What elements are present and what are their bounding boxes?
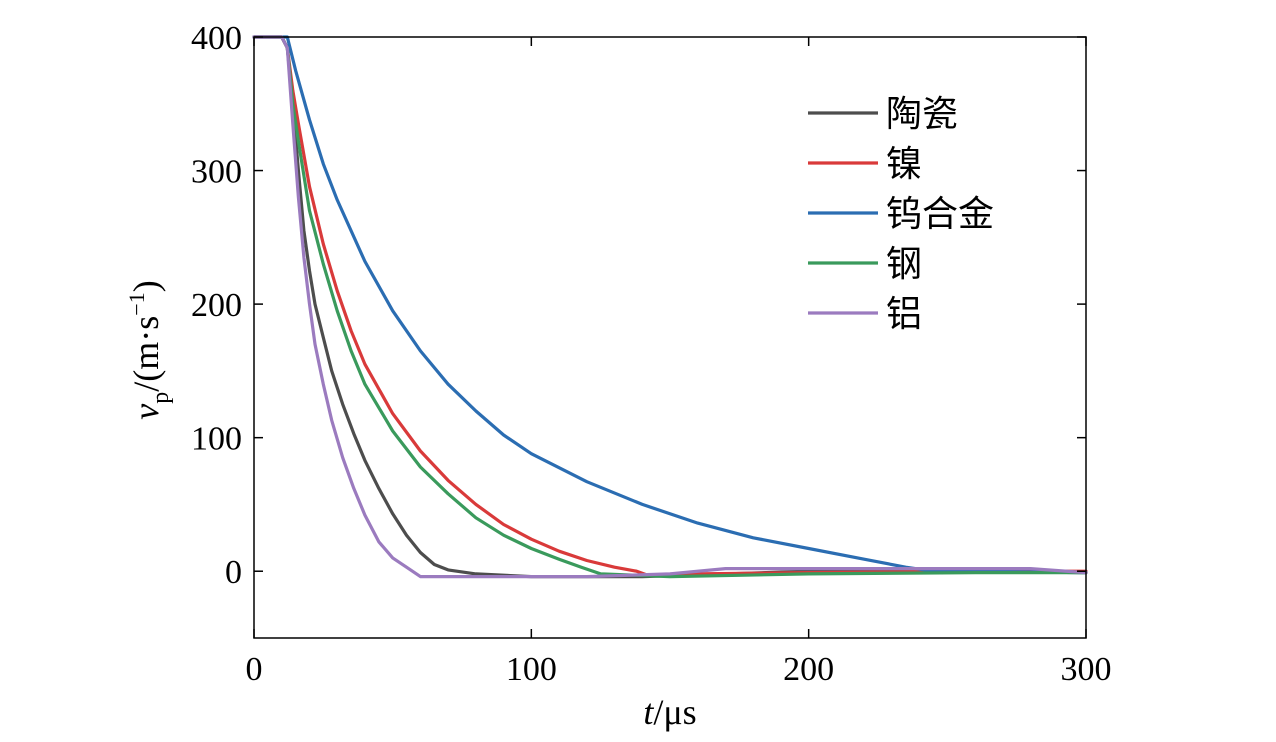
x-axis-label: t/μs [643, 692, 696, 732]
ticks-layer: 0 100 200 300 400 300 200 100 0 [191, 20, 1112, 688]
y-tick-label-2: 200 [191, 287, 242, 324]
series-line-2 [252, 35, 1088, 575]
y-tick-label-3: 100 [191, 421, 242, 458]
series-layer [252, 35, 1088, 579]
x-tick-label-1: 100 [506, 651, 557, 688]
y-axis-label-var: v [126, 404, 166, 420]
x-tick-label-3: 300 [1061, 651, 1112, 688]
legend-label-0: 陶瓷 [886, 94, 958, 134]
y-tick-label-0: 400 [191, 20, 242, 57]
legend-label-4: 铝 [886, 294, 922, 334]
legend-label-3: 钢 [886, 244, 922, 284]
y-tick-label-1: 300 [191, 154, 242, 191]
x-tick-label-0: 0 [246, 651, 263, 688]
legend-label-2: 钨合金 [886, 194, 994, 234]
plot-frame [253, 36, 1087, 639]
series-line-4 [252, 35, 1088, 579]
y-axis-label-sub: p [148, 392, 174, 404]
legend-label-1: 镍 [886, 144, 922, 184]
y-tick-label-4: 0 [225, 554, 242, 591]
x-axis-label-var: t [643, 692, 654, 732]
x-axis-label-unit: /μs [653, 692, 696, 732]
y-axis-label-sup: −1 [124, 292, 149, 315]
y-axis-label-unit-pre: /(m·s [126, 316, 166, 392]
y-axis-label: vp/(m·s−1) [124, 280, 174, 419]
x-tick-label-2: 200 [783, 651, 834, 688]
y-axis-label-unit-post: ) [126, 280, 166, 292]
